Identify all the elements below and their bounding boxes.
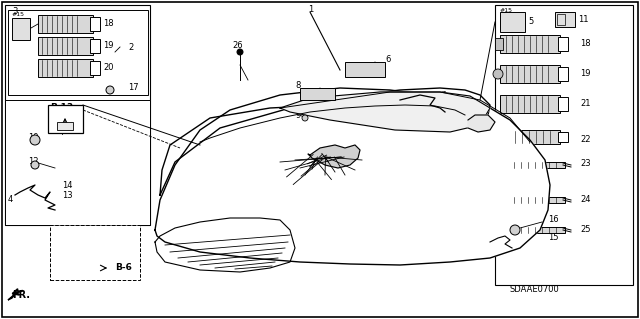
Bar <box>500 65 560 83</box>
Text: 14: 14 <box>62 181 72 189</box>
Text: 20: 20 <box>103 63 113 72</box>
Text: 10: 10 <box>28 132 38 142</box>
Bar <box>510 197 565 203</box>
Bar <box>500 195 510 205</box>
Bar <box>5 100 150 225</box>
Bar <box>500 12 525 32</box>
Text: 12: 12 <box>28 158 38 167</box>
Bar <box>8 10 148 95</box>
Text: 3: 3 <box>12 8 17 17</box>
Text: B-13: B-13 <box>50 103 73 113</box>
Circle shape <box>493 69 503 79</box>
Polygon shape <box>8 293 16 300</box>
Text: 26: 26 <box>232 41 243 49</box>
Bar <box>90 39 100 53</box>
Polygon shape <box>155 88 550 265</box>
Circle shape <box>106 86 114 94</box>
Polygon shape <box>280 92 490 132</box>
Bar <box>38 59 93 77</box>
Text: FR.: FR. <box>12 290 30 300</box>
Circle shape <box>302 115 308 121</box>
Text: SDAAE0700: SDAAE0700 <box>510 286 560 294</box>
Circle shape <box>510 225 520 235</box>
Bar <box>500 95 560 113</box>
Text: 19: 19 <box>103 41 113 50</box>
Text: 18: 18 <box>103 19 114 28</box>
Bar <box>90 17 100 31</box>
Bar <box>510 162 565 168</box>
Text: 13: 13 <box>62 190 72 199</box>
Bar <box>300 88 335 100</box>
Bar <box>510 130 560 144</box>
Bar <box>5 5 150 225</box>
Text: 1: 1 <box>308 5 313 14</box>
Bar <box>500 225 510 235</box>
Circle shape <box>31 161 39 169</box>
Text: 23: 23 <box>580 160 591 168</box>
Bar <box>495 5 633 285</box>
Text: 19: 19 <box>580 70 591 78</box>
Text: #15: #15 <box>500 8 513 12</box>
Circle shape <box>237 49 243 55</box>
Bar <box>38 37 93 55</box>
Text: 8: 8 <box>295 80 300 90</box>
Text: 24: 24 <box>580 195 591 204</box>
Text: 7: 7 <box>440 92 445 100</box>
Bar <box>345 62 385 77</box>
Text: 18: 18 <box>580 40 591 48</box>
Text: 15: 15 <box>548 234 559 242</box>
Text: 21: 21 <box>580 100 591 108</box>
Bar <box>558 97 568 111</box>
Bar <box>558 67 568 81</box>
Bar <box>500 160 510 170</box>
Bar <box>48 105 83 133</box>
Bar <box>557 14 565 25</box>
Text: 6: 6 <box>385 56 390 64</box>
Text: 17: 17 <box>128 84 139 93</box>
Polygon shape <box>308 145 360 168</box>
Bar <box>558 37 568 51</box>
Bar <box>555 12 575 27</box>
Text: 9: 9 <box>295 110 300 120</box>
Text: 22: 22 <box>580 135 591 144</box>
Bar <box>12 18 30 40</box>
Polygon shape <box>468 115 495 132</box>
Text: 25: 25 <box>580 225 591 234</box>
Bar <box>90 61 100 75</box>
Text: 4: 4 <box>8 196 13 204</box>
Bar <box>38 15 93 33</box>
Text: 11: 11 <box>578 16 589 25</box>
Text: #15: #15 <box>12 11 25 17</box>
Text: 2: 2 <box>128 42 133 51</box>
Text: 5: 5 <box>528 18 533 26</box>
Bar <box>50 225 140 280</box>
Text: B-6: B-6 <box>115 263 132 272</box>
Text: 16: 16 <box>548 216 559 225</box>
Bar <box>57 122 73 130</box>
Circle shape <box>30 135 40 145</box>
Bar <box>495 38 503 50</box>
Bar <box>558 132 568 142</box>
Bar <box>500 35 560 53</box>
Bar <box>510 227 565 233</box>
